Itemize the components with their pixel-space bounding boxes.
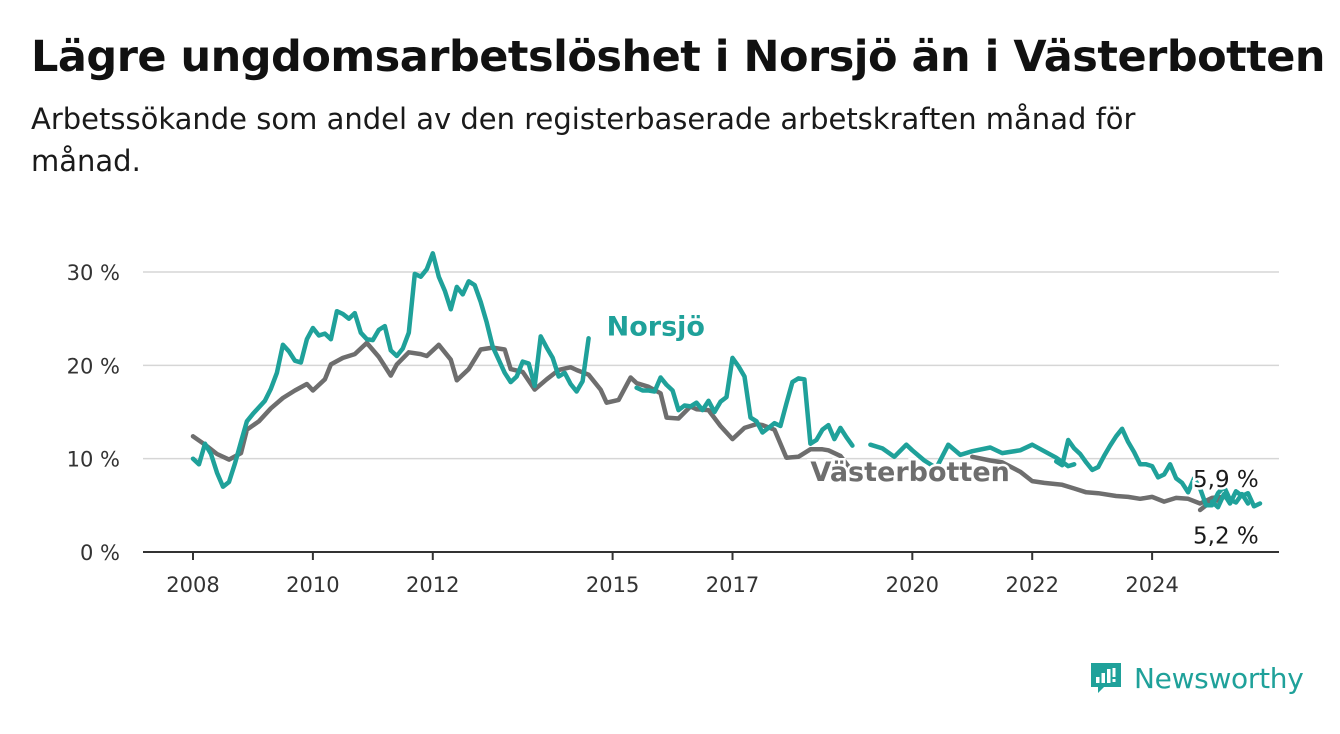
x-tick-label-7: 2024 (1125, 573, 1178, 597)
brand-name: Newsworthy (1134, 661, 1304, 695)
series-label-1: Västerbotten (810, 457, 1009, 488)
x-tick-label-0: 2008 (166, 573, 219, 597)
series-line-norsjo-5 (1209, 489, 1263, 510)
x-tick-label-3: 2015 (586, 573, 639, 597)
end-value-label-0: 5,9 % (1193, 467, 1259, 493)
x-tick-label-1: 2010 (286, 573, 339, 597)
series-line-vasterbotten-2 (970, 454, 1227, 506)
brand: Newsworthy (1088, 660, 1304, 696)
x-tick-label-2: 2012 (406, 573, 459, 597)
series-label-0: Norsjö (607, 311, 705, 342)
series-line-norsjo-3 (868, 442, 1077, 471)
series-line-vasterbotten (190, 340, 855, 474)
y-tick-label-0: 0 % (80, 541, 120, 565)
x-tick-label-4: 2017 (706, 573, 759, 597)
y-tick-label-3: 30 % (67, 261, 120, 285)
series-line-norsjo (190, 251, 591, 489)
series-line-norsjo-4 (1053, 426, 1251, 508)
chart-subtitle: Arbetssökande som andel av den registerb… (31, 102, 1136, 178)
chart-title: Lägre ungdomsarbetslöshet i Norsjö än i … (31, 32, 1326, 82)
x-tick-label-6: 2022 (1005, 573, 1058, 597)
end-value-label-1: 5,2 % (1193, 523, 1259, 549)
y-tick-label-1: 10 % (67, 448, 120, 472)
y-tick-label-2: 20 % (67, 354, 120, 378)
series-line-norsjo-2 (634, 355, 855, 448)
x-tick-label-5: 2020 (886, 573, 939, 597)
newsworthy-logo-icon (1091, 663, 1121, 693)
